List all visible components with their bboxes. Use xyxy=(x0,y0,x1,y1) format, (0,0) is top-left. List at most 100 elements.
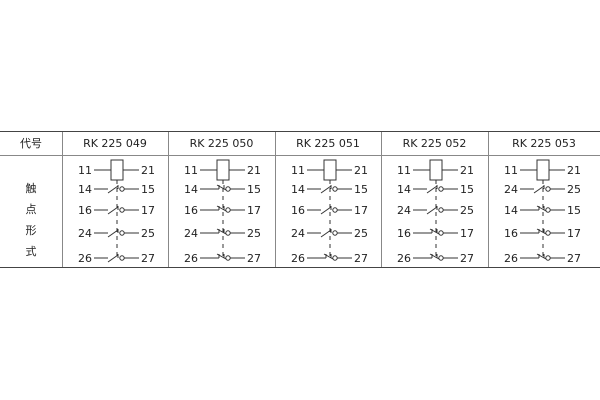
contact-terminal-circle xyxy=(225,255,231,261)
contact-terminal-left: 24 xyxy=(184,227,198,240)
contact-terminal-right: 15 xyxy=(354,183,368,196)
coil-terminal-right: 21 xyxy=(247,164,261,177)
contact-blade-nc xyxy=(536,253,547,260)
contact-terminal-circle xyxy=(332,230,338,236)
contact-terminal-right: 17 xyxy=(247,204,261,217)
row-label-char: 触 xyxy=(25,182,37,195)
column-divider xyxy=(62,132,63,267)
contact-terminal-left: 14 xyxy=(504,204,518,217)
coil-symbol xyxy=(536,159,550,181)
contact-table: 代号 触 点 形 式 RK 225 049 11 21 14 15 16 17 24 25 26 2… xyxy=(0,131,600,268)
contact-terminal-circle xyxy=(332,255,338,261)
contact-terminal-left: 14 xyxy=(184,183,198,196)
contact-terminal-circle xyxy=(545,230,551,236)
coil-terminal-left: 11 xyxy=(504,164,518,177)
contact-diagram: 11 21 14 15 16 17 24 25 26 27 xyxy=(184,159,261,265)
contact-blade-nc xyxy=(323,253,334,260)
column-divider xyxy=(168,132,169,267)
contact-blade-no xyxy=(426,206,438,215)
column-divider xyxy=(275,132,276,267)
contact-terminal-left: 26 xyxy=(78,252,92,265)
contact-terminal-circle xyxy=(119,207,125,213)
coil-terminal-left: 11 xyxy=(184,164,198,177)
contact-terminal-right: 25 xyxy=(354,227,368,240)
coil-terminal-left: 11 xyxy=(291,164,305,177)
coil-symbol xyxy=(110,159,124,181)
contact-terminal-left: 24 xyxy=(504,183,518,196)
contact-blade-nc xyxy=(429,228,440,235)
coil-terminal-right: 21 xyxy=(141,164,155,177)
contact-terminal-left: 24 xyxy=(78,227,92,240)
contact-terminal-right: 25 xyxy=(247,227,261,240)
contact-blade-no xyxy=(107,206,119,215)
contact-terminal-left: 16 xyxy=(184,204,198,217)
contact-terminal-left: 16 xyxy=(291,204,305,217)
contact-terminal-right: 25 xyxy=(460,204,474,217)
row-label-char: 点 xyxy=(25,203,37,216)
contact-diagram: 11 21 14 15 16 17 24 25 26 27 xyxy=(291,159,368,265)
coil-symbol xyxy=(216,159,230,181)
contact-terminal-right: 17 xyxy=(460,227,474,240)
contact-terminal-right: 27 xyxy=(141,252,155,265)
contact-blade-nc xyxy=(216,184,227,191)
contact-terminal-right: 17 xyxy=(354,204,368,217)
contact-terminal-right: 15 xyxy=(567,204,581,217)
contact-terminal-right: 27 xyxy=(247,252,261,265)
contact-terminal-left: 14 xyxy=(291,183,305,196)
contact-blade-nc xyxy=(216,205,227,212)
column-divider xyxy=(488,132,489,267)
contact-terminal-right: 27 xyxy=(354,252,368,265)
coil-terminal-left: 11 xyxy=(78,164,92,177)
contact-blade-no xyxy=(320,229,332,238)
model-code: RK 225 049 xyxy=(62,132,168,156)
contact-diagram: 11 21 24 25 14 15 16 17 26 27 xyxy=(504,159,581,265)
contact-terminal-left: 24 xyxy=(291,227,305,240)
contact-blade-no xyxy=(426,185,438,194)
coil-terminal-right: 21 xyxy=(354,164,368,177)
model-code: RK 225 050 xyxy=(168,132,275,156)
contact-terminal-circle xyxy=(119,186,125,192)
contact-diagram: 11 21 14 15 16 17 24 25 26 27 xyxy=(78,159,155,265)
contact-terminal-right: 25 xyxy=(141,227,155,240)
contact-terminal-circle xyxy=(545,255,551,261)
contact-blade-no xyxy=(533,185,545,194)
contact-blade-no xyxy=(107,229,119,238)
contact-terminal-circle xyxy=(438,186,444,192)
contact-terminal-circle xyxy=(225,207,231,213)
contact-terminal-left: 24 xyxy=(397,204,411,217)
contact-terminal-circle xyxy=(225,230,231,236)
contact-blade-no xyxy=(320,185,332,194)
contact-terminal-circle xyxy=(119,255,125,261)
contact-terminal-left: 14 xyxy=(78,183,92,196)
contact-blade-no xyxy=(320,206,332,215)
contact-terminal-right: 15 xyxy=(247,183,261,196)
contact-terminal-circle xyxy=(119,230,125,236)
contact-terminal-circle xyxy=(545,207,551,213)
contact-terminal-right: 27 xyxy=(567,252,581,265)
contact-terminal-left: 16 xyxy=(78,204,92,217)
contact-terminal-left: 14 xyxy=(397,183,411,196)
contact-terminal-right: 15 xyxy=(460,183,474,196)
contact-terminal-circle xyxy=(438,230,444,236)
contact-terminal-right: 15 xyxy=(141,183,155,196)
contact-terminal-right: 25 xyxy=(567,183,581,196)
coil-terminal-right: 21 xyxy=(567,164,581,177)
contact-blade-nc xyxy=(429,253,440,260)
contact-blade-no xyxy=(107,254,119,263)
column-divider xyxy=(381,132,382,267)
contact-terminal-circle xyxy=(332,186,338,192)
contact-terminal-left: 16 xyxy=(397,227,411,240)
contact-terminal-right: 17 xyxy=(567,227,581,240)
contact-blade-no xyxy=(107,185,119,194)
contact-terminal-left: 26 xyxy=(184,252,198,265)
coil-terminal-left: 11 xyxy=(397,164,411,177)
model-code: RK 225 052 xyxy=(381,132,488,156)
contact-terminal-left: 16 xyxy=(504,227,518,240)
contact-blade-nc xyxy=(536,228,547,235)
contact-terminal-right: 17 xyxy=(141,204,155,217)
row-label-char: 式 xyxy=(25,245,37,258)
contact-blade-nc xyxy=(536,205,547,212)
coil-symbol xyxy=(323,159,337,181)
header-code-label: 代号 xyxy=(0,132,62,156)
contact-terminal-circle xyxy=(545,186,551,192)
